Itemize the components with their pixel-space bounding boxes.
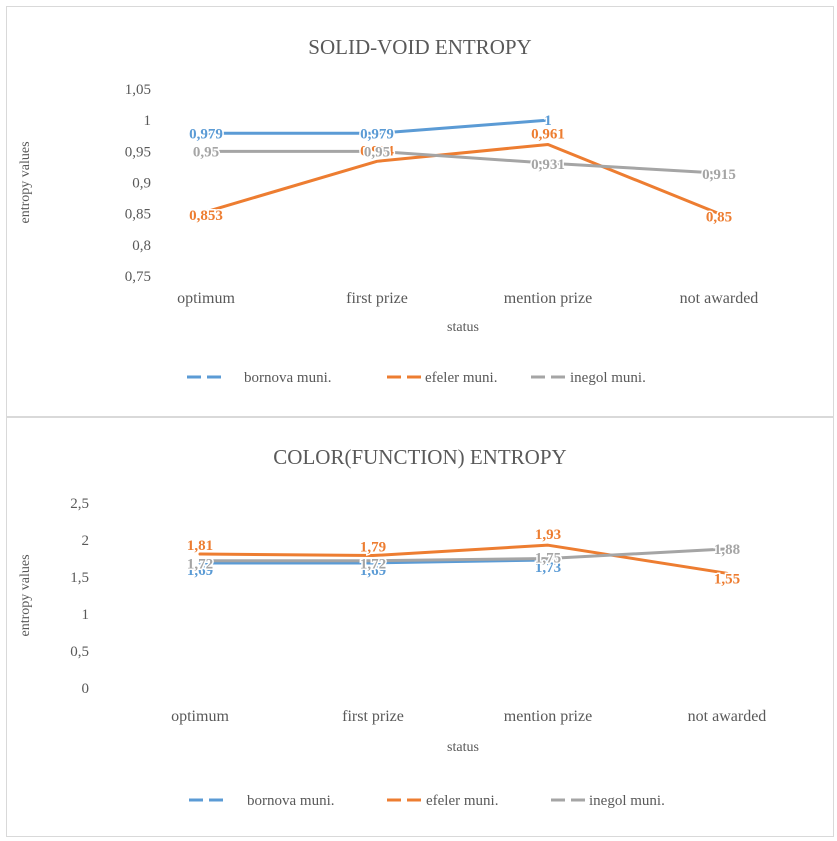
data-label: 0,95 — [193, 144, 219, 160]
x-tick-label: optimum — [177, 290, 235, 307]
chart-title: COLOR(FUNCTION) ENTROPY — [273, 445, 566, 469]
series-line-0 — [204, 118, 550, 135]
x-tick-label: mention prize — [504, 290, 592, 307]
data-label: 0,934 — [360, 143, 394, 159]
data-label: 0,931 — [531, 157, 565, 173]
data-label: 1,81 — [187, 538, 213, 554]
data-label: 1,75 — [535, 551, 561, 567]
color-function-chart-svg: COLOR(FUNCTION) ENTROPY 0 0,5 1 1,5 2 2,5 entro… — [18, 445, 807, 809]
color-function-entropy-chart: COLOR(FUNCTION) ENTROPY 0 0,5 1 1,5 2 2,5 entro… — [6, 417, 834, 837]
x-axis-label: status — [447, 740, 479, 755]
series-line-2 — [204, 149, 721, 175]
y-tick-label: 2 — [82, 533, 90, 549]
chart-title: SOLID-VOID ENTROPY — [308, 35, 531, 59]
y-tick-label: 0,9 — [132, 176, 151, 192]
data-label: 1,73 — [535, 560, 561, 576]
y-tick-label: 1 — [144, 113, 152, 129]
x-axis-label: status — [447, 320, 479, 335]
solid-void-chart-svg: SOLID-VOID ENTROPY 0,75 0,8 0,85 0,9 0,95 1 1,0… — [18, 35, 807, 386]
data-label: 0,979 — [189, 126, 223, 142]
x-tick-label: first prize — [346, 290, 408, 307]
series-line-1 — [204, 142, 721, 216]
y-axis-label: entropy values — [18, 554, 33, 636]
series-line-0 — [198, 558, 550, 565]
y-tick-label: 0,8 — [132, 238, 151, 254]
y-tick-label: 0,85 — [125, 207, 151, 223]
data-label: 1,72 — [187, 557, 213, 573]
data-label: 1,93 — [535, 527, 561, 543]
legend-label: efeler muni. — [425, 370, 497, 386]
x-tick-label: not awarded — [680, 290, 759, 307]
y-tick-label: 2,5 — [70, 496, 89, 512]
y-tick-label: 0 — [82, 681, 90, 697]
x-tick-label: mention prize — [504, 708, 592, 725]
y-tick-label: 1 — [82, 607, 90, 623]
x-tick-label: first prize — [342, 708, 404, 725]
data-label: 0,915 — [702, 167, 736, 183]
y-tick-label: 0,5 — [70, 644, 89, 660]
legend-label: bornova muni. — [247, 793, 335, 809]
series-line-2 — [198, 547, 729, 563]
y-tick-label: 0,75 — [125, 269, 151, 285]
legend-label: inegol muni. — [570, 370, 646, 386]
data-label: 1 — [544, 113, 552, 129]
data-label: 1,55 — [714, 571, 740, 587]
data-label: 1,69 — [187, 563, 213, 579]
x-tick-label: not awarded — [688, 708, 767, 725]
series-line-1 — [198, 543, 729, 575]
data-label: 1,88 — [714, 542, 740, 558]
y-axis-label: entropy values — [18, 141, 33, 223]
legend-label: bornova muni. — [244, 370, 332, 386]
data-label: 0,85 — [706, 210, 732, 226]
data-label: 0,979 — [360, 126, 394, 142]
data-label: 1,72 — [360, 557, 386, 573]
y-tick-label: 1,05 — [125, 82, 151, 98]
data-label: 0,961 — [531, 126, 565, 142]
x-tick-label: optimum — [171, 708, 229, 725]
y-tick-label: 1,5 — [70, 570, 89, 586]
data-label: 0,853 — [189, 208, 223, 224]
data-label: 0,95 — [364, 144, 390, 160]
data-label: 1,79 — [360, 540, 386, 556]
y-tick-label: 0,95 — [125, 144, 151, 160]
legend-label: efeler muni. — [426, 793, 498, 809]
data-label: 1,69 — [360, 563, 386, 579]
solid-void-entropy-chart: SOLID-VOID ENTROPY 0,75 0,8 0,85 0,9 0,95 1 1,0… — [6, 6, 834, 417]
legend-label: inegol muni. — [589, 793, 665, 809]
